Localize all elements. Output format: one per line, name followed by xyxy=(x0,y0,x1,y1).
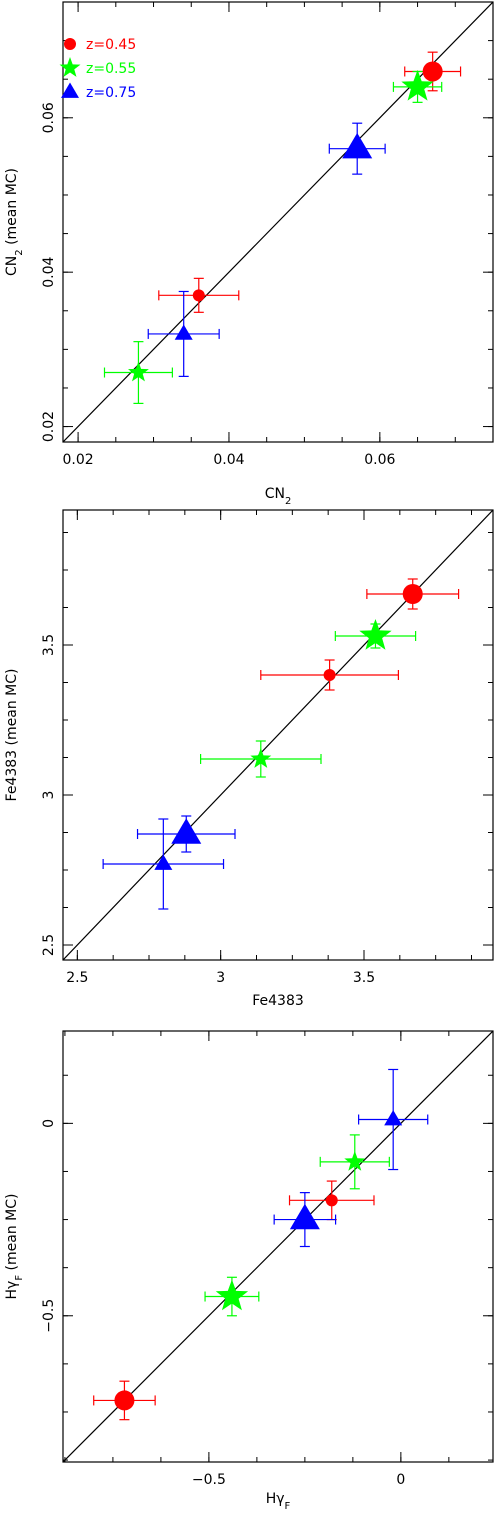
marker-triangle xyxy=(171,818,202,844)
y-tick-label: 3.5 xyxy=(41,634,57,656)
data-point-z045-large xyxy=(366,578,460,610)
legend-label: z=0.45 xyxy=(86,37,136,53)
label-base: CN xyxy=(265,486,285,502)
y-tick-label: 0.06 xyxy=(41,102,57,133)
y-axis-label: HγF (mean MC) xyxy=(4,1194,25,1300)
data-point-z075-large xyxy=(328,122,386,175)
y-tick-label: 0.04 xyxy=(41,256,57,287)
marker-triangle xyxy=(384,1110,403,1126)
x-axis-label: Fe4383 xyxy=(252,993,304,1009)
data-point-z055-large xyxy=(334,619,417,650)
marker-star xyxy=(127,361,149,382)
y-tick-label: 3 xyxy=(41,791,57,800)
data-point-z055-small xyxy=(200,740,322,778)
marker-circle xyxy=(323,669,336,681)
data-point-z055-large xyxy=(392,69,443,103)
marker-star xyxy=(401,69,434,101)
legend-label: z=0.75 xyxy=(86,85,136,101)
marker-circle xyxy=(325,1194,338,1207)
y-tick-label: −0.5 xyxy=(41,1299,57,1333)
data-point-z055-small xyxy=(103,341,173,405)
label-subscript: 2 xyxy=(285,496,291,507)
label-base: Hγ xyxy=(4,1281,20,1300)
data-point-z045-large xyxy=(93,1380,156,1421)
legend-label: z=0.55 xyxy=(86,61,136,77)
marker-circle xyxy=(402,584,423,604)
label-subscript: 2 xyxy=(14,249,25,255)
x-tick-label: 0.06 xyxy=(364,452,395,468)
plot-frame xyxy=(62,509,494,961)
marker-star xyxy=(250,748,272,768)
marker-star xyxy=(215,1279,249,1311)
y-tick-label: 2.5 xyxy=(41,934,57,956)
x-tick-label: 0.02 xyxy=(63,452,94,468)
plot-frame xyxy=(62,1,494,443)
marker-star xyxy=(344,1150,366,1171)
x-axis-label: HγF xyxy=(266,1491,291,1512)
marker-triangle xyxy=(289,1203,320,1230)
legend-marker-circle xyxy=(64,38,76,50)
data-point-z075-small xyxy=(102,818,225,910)
y-axis-label: CN2 (mean MC) xyxy=(4,168,25,276)
x-tick-label: 0 xyxy=(396,1472,405,1488)
data-point-z075-large xyxy=(273,1192,337,1248)
y-tick-label: 0 xyxy=(41,1119,57,1128)
legend-marker-star xyxy=(59,57,81,77)
label-subscript: F xyxy=(14,1275,25,1281)
marker-triangle xyxy=(174,324,193,340)
legend-marker-triangle xyxy=(61,82,79,98)
data-point-z075-small xyxy=(358,1068,429,1171)
data-point-z055-small xyxy=(319,1134,390,1190)
x-tick-label: 3.5 xyxy=(353,970,375,986)
plot-frame xyxy=(62,1030,494,1463)
data-point-z045-small xyxy=(260,659,399,691)
label-rest: (mean MC) xyxy=(4,168,20,249)
marker-circle xyxy=(192,289,205,302)
identity-line xyxy=(63,510,493,960)
x-axis-label: CN2 xyxy=(265,486,292,507)
marker-circle xyxy=(422,61,443,82)
chart-panel-2: 2.5 3 3.5 2.5 3 3.5 Fe4383 Fe4383 (mean MC) xyxy=(4,509,494,1009)
label-subscript: F xyxy=(285,1501,291,1512)
marker-triangle xyxy=(342,132,373,159)
x-tick-label: −0.5 xyxy=(192,1472,226,1488)
identity-line xyxy=(63,1031,493,1462)
label-base: Hγ xyxy=(266,1491,285,1507)
x-tick-label: 0.04 xyxy=(213,452,244,468)
data-point-z045-small xyxy=(158,277,240,313)
identity-line xyxy=(63,2,493,442)
x-tick-label: 3 xyxy=(216,970,225,986)
data-point-z075-small xyxy=(147,290,220,377)
data-point-z075-large xyxy=(136,815,236,853)
label-rest: (mean MC) xyxy=(4,1194,20,1275)
marker-star xyxy=(359,619,392,650)
data-point-z055-large xyxy=(204,1276,260,1317)
marker-triangle xyxy=(154,854,173,870)
label-base: CN xyxy=(4,256,20,276)
marker-circle xyxy=(114,1390,135,1411)
y-tick-label: 0.02 xyxy=(41,411,57,442)
legend: z=0.45 z=0.55 z=0.75 xyxy=(59,37,136,101)
x-tick-label: 2.5 xyxy=(66,970,88,986)
y-axis-label: Fe4383 (mean MC) xyxy=(4,669,20,802)
